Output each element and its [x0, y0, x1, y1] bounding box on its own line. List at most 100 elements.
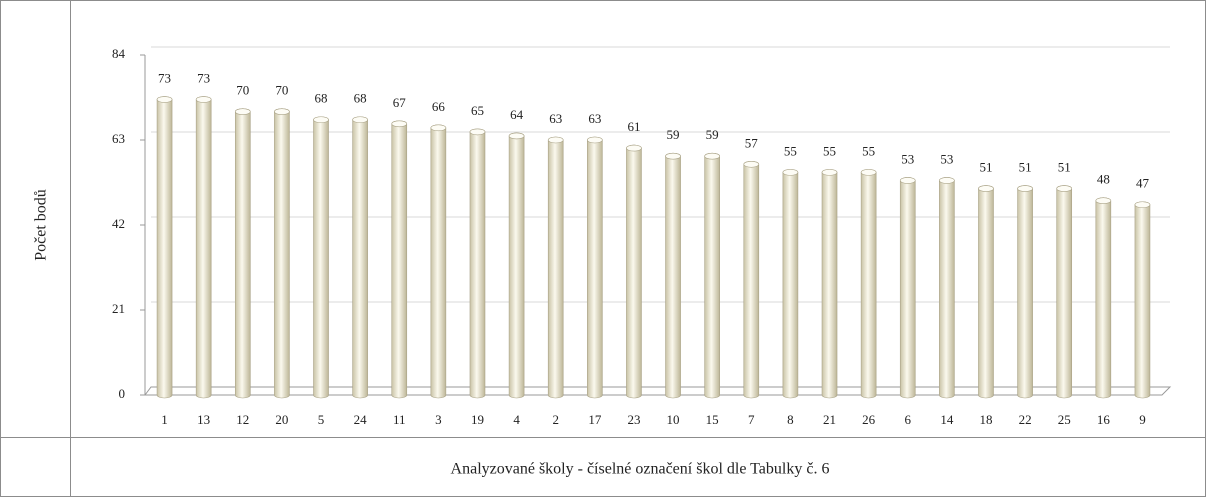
- bar: [195, 96, 212, 399]
- x-tick-label: 20: [275, 412, 288, 427]
- value-label: 53: [940, 151, 953, 166]
- bar: [469, 128, 486, 399]
- x-tick-label: 5: [318, 412, 325, 427]
- value-label: 51: [979, 160, 992, 175]
- bar: [430, 124, 447, 399]
- bar: [352, 116, 368, 399]
- bar: [939, 177, 955, 399]
- bar-top: [665, 152, 681, 160]
- y-tick-label: 0: [119, 386, 126, 401]
- x-tick-label: 25: [1058, 412, 1071, 427]
- bar: [1056, 185, 1073, 399]
- bar-top: [195, 96, 212, 103]
- x-tick-label: 23: [627, 412, 640, 427]
- bar-top: [547, 136, 564, 144]
- bar-top: [743, 160, 760, 168]
- bar-top: [1017, 185, 1033, 192]
- x-tick-label: 19: [471, 412, 484, 427]
- y-tick-label: 21: [112, 301, 125, 316]
- bar: [1017, 185, 1033, 399]
- bar-top: [508, 132, 525, 140]
- bar-top: [352, 116, 368, 124]
- value-label: 73: [158, 71, 171, 86]
- x-tick-label: 12: [236, 412, 249, 427]
- value-label: 59: [667, 127, 680, 142]
- x-tick-label: 11: [393, 412, 406, 427]
- bar-top: [274, 108, 290, 115]
- bar-top: [313, 116, 329, 124]
- bar-top: [939, 177, 955, 184]
- value-label: 47: [1136, 176, 1150, 191]
- bar: [704, 152, 720, 399]
- bar: [743, 161, 760, 399]
- x-tick-label: 2: [552, 412, 559, 427]
- x-tick-label: 22: [1019, 412, 1032, 427]
- bar-top: [821, 169, 838, 176]
- value-label: 55: [823, 143, 836, 158]
- x-tick-label: 9: [1139, 412, 1146, 427]
- bar-top: [1056, 185, 1073, 192]
- value-label: 53: [901, 151, 914, 166]
- x-tick-label: 13: [197, 412, 210, 427]
- x-tick-label: 10: [667, 412, 680, 427]
- value-label: 51: [1058, 160, 1071, 175]
- value-label: 73: [197, 71, 210, 86]
- value-label: 68: [315, 91, 328, 106]
- value-label: 51: [1019, 160, 1032, 175]
- bar: [821, 169, 838, 399]
- value-label: 67: [393, 95, 407, 110]
- value-label: 61: [627, 119, 640, 134]
- value-label: 64: [510, 107, 524, 122]
- x-tick-label: 15: [706, 412, 719, 427]
- bar: [665, 152, 681, 399]
- bar-top: [430, 124, 447, 132]
- bar-top: [782, 169, 799, 176]
- bar: [508, 132, 525, 399]
- bar-top: [704, 152, 720, 160]
- value-label: 66: [432, 99, 446, 114]
- bar: [782, 169, 799, 399]
- value-label: 70: [275, 83, 288, 98]
- bar: [547, 136, 564, 399]
- x-tick-label: 8: [787, 412, 794, 427]
- bar: [899, 177, 916, 399]
- bar-top: [156, 96, 173, 103]
- value-label: 55: [862, 143, 875, 158]
- x-axis-label: Analyzované školy - číselné označení ško…: [451, 461, 830, 478]
- value-label: 63: [588, 111, 601, 126]
- value-label: 70: [236, 83, 249, 98]
- bar-top: [391, 120, 408, 128]
- bar-top: [860, 169, 877, 176]
- value-label: 65: [471, 103, 484, 118]
- bar-top: [626, 144, 642, 152]
- bar: [587, 136, 603, 399]
- bar-top: [1095, 197, 1112, 205]
- y-tick-label: 63: [112, 131, 125, 146]
- bar-top: [1134, 201, 1151, 209]
- x-tick-label: 6: [905, 412, 912, 427]
- bar-top: [234, 108, 251, 115]
- bar: [978, 185, 994, 399]
- bar-top: [469, 128, 486, 136]
- x-tick-label: 26: [862, 412, 876, 427]
- value-label: 55: [784, 143, 797, 158]
- x-tick-label: 14: [940, 412, 954, 427]
- x-tick-label: 16: [1097, 412, 1111, 427]
- value-label: 59: [706, 127, 719, 142]
- bar: [313, 116, 329, 399]
- bar: [156, 96, 173, 399]
- x-tick-label: 7: [748, 412, 755, 427]
- y-tick-label: 42: [112, 216, 125, 231]
- bar-top: [899, 177, 916, 184]
- bar: [234, 108, 251, 399]
- bar: [391, 120, 408, 399]
- y-axis-label: Počet bodů: [33, 189, 50, 261]
- x-tick-label: 4: [513, 412, 520, 427]
- bar-top: [587, 136, 603, 144]
- value-label: 48: [1097, 172, 1110, 187]
- x-tick-label: 18: [979, 412, 992, 427]
- x-tick-label: 3: [435, 412, 442, 427]
- x-tick-label: 21: [823, 412, 836, 427]
- bar: [860, 169, 877, 399]
- bar: [274, 108, 290, 399]
